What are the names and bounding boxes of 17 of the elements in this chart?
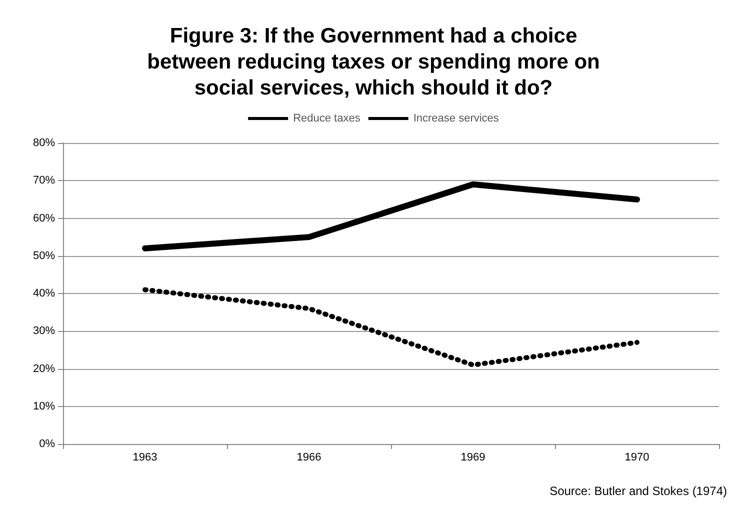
y-tick-label: 0%: [39, 438, 56, 450]
chart-title: Figure 3: If the Government had a choice between reducing taxes or spending more on social services, which should it do?: [147, 24, 600, 100]
x-tick-label: 1969: [460, 452, 486, 464]
y-tick-label: 20%: [32, 362, 56, 375]
y-tick-label: 30%: [32, 325, 56, 338]
y-tick-label: 50%: [32, 250, 56, 262]
x-tick-label: 1966: [296, 452, 322, 464]
x-tick-label: 1970: [624, 452, 650, 464]
y-tick-label: 10%: [32, 400, 56, 412]
legend-label: Increase services: [413, 112, 500, 124]
y-tick-label: 70%: [32, 174, 56, 187]
y-tick-label: 80%: [32, 137, 56, 149]
x-tick-label: 1963: [132, 452, 158, 464]
source-note: Source: Butler and Stokes (1974): [550, 484, 728, 498]
y-tick-label: 60%: [32, 212, 56, 224]
legend-label: Reduce taxes: [293, 112, 361, 124]
y-tick-label: 40%: [32, 288, 56, 300]
